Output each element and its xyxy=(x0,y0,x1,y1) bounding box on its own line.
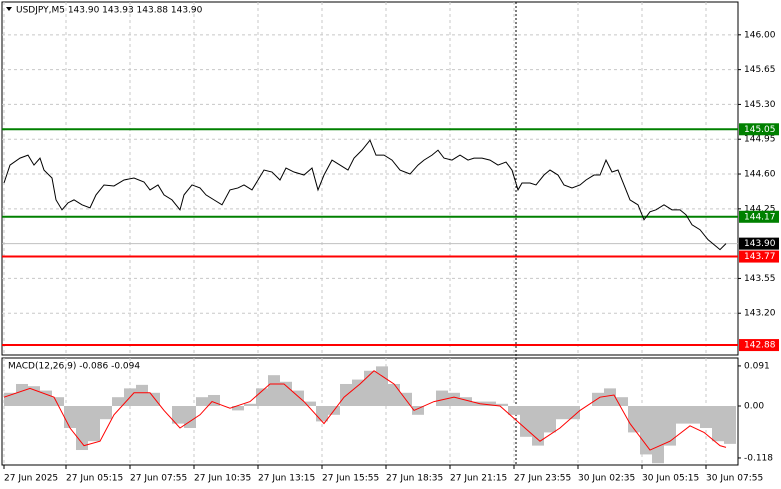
histogram-bar xyxy=(268,375,280,406)
histogram-bar xyxy=(196,397,208,406)
histogram-bar xyxy=(256,388,268,406)
x-tick-label: 27 Jun 15:55 xyxy=(322,474,379,484)
price-line xyxy=(3,139,727,251)
x-tick-label: 30 Jun 07:55 xyxy=(706,474,763,484)
histogram-bar xyxy=(496,403,508,406)
level-label: 145.05 xyxy=(744,125,776,135)
x-tick-label: 27 Jun 07:55 xyxy=(130,474,187,484)
signal-line xyxy=(3,370,727,451)
current-price-label: 143.90 xyxy=(744,239,776,249)
histogram-bar xyxy=(172,405,184,424)
y-tick-label: -0.118 xyxy=(744,453,773,463)
histogram-bar xyxy=(700,405,712,429)
y-tick-label: 0.00 xyxy=(744,401,764,411)
histogram-bar xyxy=(616,397,628,406)
histogram-bar xyxy=(544,405,556,433)
y-tick-label: 146.00 xyxy=(744,30,776,40)
x-tick-label: 27 Jun 13:15 xyxy=(258,474,315,484)
histogram-bar xyxy=(208,394,220,406)
y-tick-label: 145.65 xyxy=(744,65,776,75)
y-tick-label: 144.25 xyxy=(744,204,776,214)
x-tick-label: 30 Jun 05:15 xyxy=(642,474,699,484)
histogram-bar xyxy=(676,405,688,424)
histogram-bar xyxy=(436,390,448,406)
dropdown-icon xyxy=(6,7,12,11)
histogram-bar xyxy=(16,383,28,406)
histogram-bar xyxy=(664,405,676,446)
histogram-bar xyxy=(64,405,76,429)
histogram-bar xyxy=(232,405,244,411)
histogram-bar xyxy=(304,401,316,406)
histogram-bar xyxy=(316,405,328,422)
macd-title: MACD(12,26,9) -0.086 -0.094 xyxy=(8,362,140,372)
histogram-bar xyxy=(604,388,616,406)
level-label: 142.88 xyxy=(744,341,776,351)
y-tick-label: 143.55 xyxy=(744,274,776,284)
histogram-bar xyxy=(712,405,724,442)
histogram-bar xyxy=(112,397,124,406)
x-tick-label: 27 Jun 18:35 xyxy=(386,474,443,484)
histogram-bar xyxy=(292,390,304,406)
y-tick-label: 144.95 xyxy=(744,135,776,145)
histogram-bar xyxy=(640,405,652,455)
histogram-bar xyxy=(520,405,532,437)
y-tick-label: 0.091 xyxy=(744,361,770,371)
y-tick-label: 143.20 xyxy=(744,309,776,319)
y-tick-label: 144.60 xyxy=(744,170,776,180)
level-label-box xyxy=(739,250,779,263)
x-tick-label: 27 Jun 05:15 xyxy=(66,474,123,484)
histogram-bar xyxy=(244,403,256,406)
histogram-bar xyxy=(412,405,424,415)
x-tick-label: 27 Jun 21:15 xyxy=(450,474,507,484)
histogram-bar xyxy=(448,392,460,406)
level-label-box xyxy=(739,210,779,223)
histogram-bar xyxy=(352,379,364,406)
histogram-bar xyxy=(532,405,544,446)
level-label-box xyxy=(739,123,779,136)
level-label: 144.17 xyxy=(744,212,776,222)
histogram-bar xyxy=(568,405,580,420)
histogram-bar xyxy=(460,397,472,406)
histogram-bar xyxy=(148,392,160,406)
histogram-bar xyxy=(484,401,496,406)
main-panel xyxy=(1,1,739,356)
histogram-bar xyxy=(628,405,640,433)
x-tick-label: 27 Jun 2025 xyxy=(4,474,58,484)
y-tick-label: 145.30 xyxy=(744,100,776,110)
level-label-box xyxy=(739,339,779,352)
histogram-bar xyxy=(88,405,100,442)
histogram-bar xyxy=(52,397,64,406)
histogram-bar xyxy=(100,405,112,420)
histogram-bar xyxy=(184,405,196,429)
histogram-bar xyxy=(388,383,400,406)
histogram-bar xyxy=(688,405,700,424)
histogram-bar xyxy=(376,366,388,406)
chart-title: USDJPY,M5 143.90 143.93 143.88 143.90 xyxy=(16,6,203,16)
histogram-bar xyxy=(364,370,376,406)
histogram-bar xyxy=(724,405,736,444)
histogram-bar xyxy=(592,392,604,406)
histogram-bar xyxy=(508,405,520,415)
histogram-bar xyxy=(652,405,664,464)
x-tick-label: 27 Jun 10:35 xyxy=(194,474,251,484)
histogram-bar xyxy=(40,390,52,406)
histogram-bar xyxy=(136,384,148,406)
current-price-box xyxy=(739,237,779,250)
level-label: 143.77 xyxy=(744,252,776,262)
x-tick-label: 30 Jun 02:35 xyxy=(578,474,635,484)
histogram-bar xyxy=(28,386,40,406)
histogram-bar xyxy=(556,405,568,420)
x-tick-label: 27 Jun 23:55 xyxy=(514,474,571,484)
